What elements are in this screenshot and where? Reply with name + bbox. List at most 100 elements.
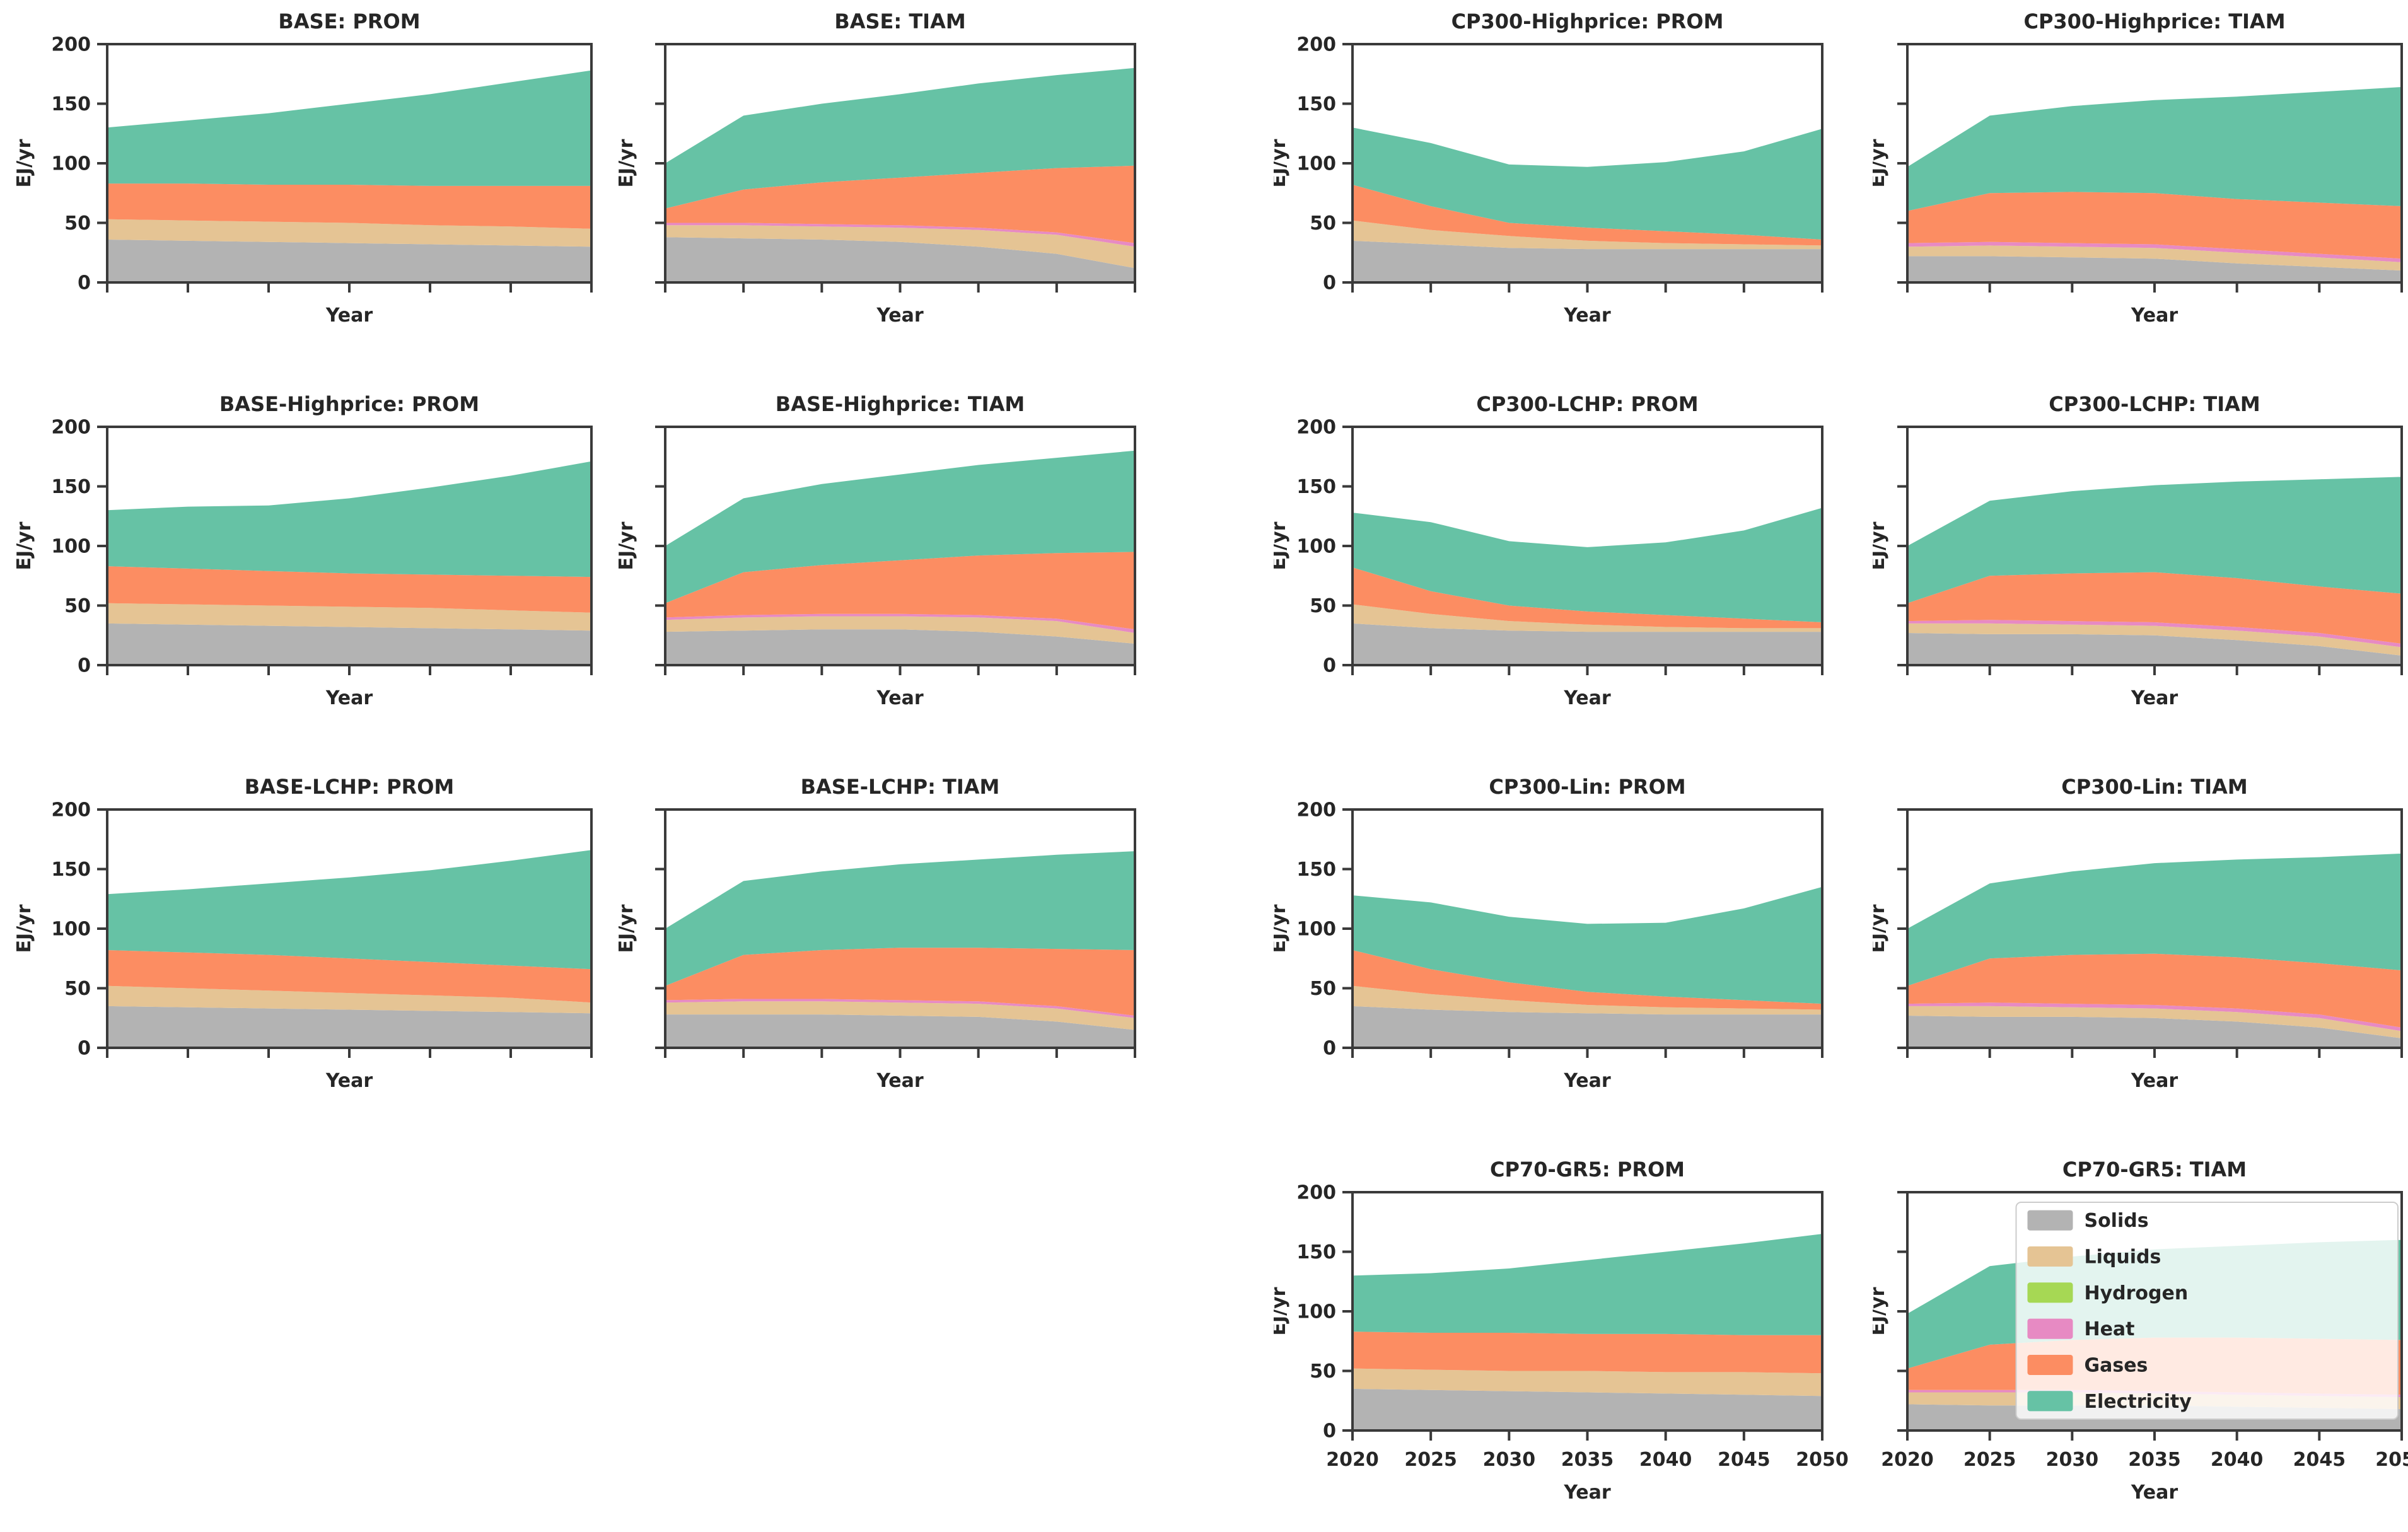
- chart-cell-base-lchp-tiam: BASE-LCHP: TIAM EJ/yr Year: [599, 765, 1198, 1148]
- x-tick-label: 2030: [1483, 1449, 1536, 1471]
- legend-label-heat: Heat: [2084, 1318, 2134, 1340]
- x-axis: [1351, 282, 1823, 293]
- x-axis-label: Year: [325, 305, 373, 327]
- y-axis: [655, 43, 665, 284]
- y-axis: [655, 426, 665, 666]
- x-axis: 2020 2025 2030 2035 2040 2045 2050: [1326, 1430, 1849, 1471]
- y-axis-label: EJ/yr: [1274, 1287, 1290, 1335]
- chart-title: BASE-LCHP: PROM: [245, 775, 455, 799]
- area-solids: [665, 629, 1135, 665]
- chart-cell-base-highprice-tiam: BASE-Highprice: TIAM EJ/yr Year: [599, 383, 1198, 765]
- chart-cell-cp300-lchp-tiam: CP300-LCHP: TIAM EJ/yr Year: [1867, 383, 2408, 765]
- x-axis-label: Year: [2131, 1482, 2178, 1504]
- legend: Solids Liquids Hydrogen Heat Gases Electricit…: [2015, 1202, 2399, 1420]
- x-tick-label: 2020: [1326, 1449, 1379, 1471]
- chart-cell-base-tiam: BASE: TIAM EJ/yr Year: [599, 0, 1198, 383]
- y-axis: 0 50 100 150 200: [1296, 34, 1352, 294]
- chart-title: BASE: TIAM: [834, 9, 965, 33]
- chart-title: CP300-Lin: PROM: [1489, 775, 1685, 799]
- legend-swatch-gases: [2027, 1354, 2073, 1376]
- area-heat: [1907, 1002, 2402, 1031]
- chart-cell-cp300-highprice-prom: 0 50 100 150 200 CP300-Highprice: PROM EJ/yr Ye…: [1268, 0, 1873, 383]
- y-tick-label: 50: [1310, 212, 1336, 235]
- x-tick-label: 2035: [1561, 1449, 1614, 1471]
- x-axis-label: Year: [2131, 305, 2178, 327]
- chart-base-lchp-prom: 0 50 100 150 200 BASE-LCHP: PROM EJ/yr Year: [13, 775, 593, 1092]
- area-liquids: [665, 1001, 1135, 1030]
- chart-title: CP70-GR5: TIAM: [2062, 1158, 2247, 1181]
- chart-cell-cp300-lchp-prom: 0 50 100 150 200 CP300-LCHP: PROM EJ/yr Year: [1268, 383, 1873, 765]
- x-axis-label: Year: [1563, 1070, 1611, 1092]
- chart-title: CP300-LCHP: PROM: [1476, 392, 1698, 416]
- area-solids: [665, 237, 1135, 282]
- y-tick-label: 100: [51, 536, 91, 558]
- y-axis: [1897, 43, 1907, 284]
- chart-cell-base-prom: 0 50 100 150 200 BASE: PROM EJ/yr Year: [0, 0, 599, 383]
- y-tick-label: 50: [1310, 1361, 1336, 1383]
- y-tick-label: 100: [1296, 1301, 1336, 1323]
- area-gases: [1907, 953, 2402, 1028]
- area-electricity: [1352, 886, 1822, 1004]
- area-gases: [107, 950, 591, 1003]
- area-gases: [1352, 185, 1822, 246]
- area-electricity: [1907, 477, 2402, 603]
- x-axis: [664, 282, 1136, 293]
- x-tick-label: 2050: [2375, 1449, 2408, 1471]
- chart-cell-cp300-lin-tiam: CP300-Lin: TIAM EJ/yr Year: [1867, 765, 2408, 1148]
- x-tick-label: 2030: [2046, 1449, 2099, 1471]
- chart-cp70-gr5-tiam: 2020 2025 2030 2035 2040 2045 2050 CP70-GR5: TI…: [1867, 1158, 2408, 1504]
- area-gases: [665, 948, 1135, 1016]
- chart-title: CP300-Highprice: TIAM: [2023, 9, 2285, 33]
- area-gases: [665, 552, 1135, 630]
- x-axis-label: Year: [325, 1070, 373, 1092]
- y-axis-label: EJ/yr: [1873, 521, 1889, 570]
- area-gases: [1352, 567, 1822, 629]
- area-solids: [1352, 1388, 1822, 1430]
- y-axis-label: EJ/yr: [615, 521, 637, 570]
- y-axis-label: EJ/yr: [1873, 904, 1889, 953]
- y-tick-label: 100: [51, 919, 91, 941]
- area-gases: [1907, 572, 2402, 644]
- area-electricity: [665, 67, 1135, 209]
- x-axis: [1906, 1048, 2403, 1058]
- y-tick-label: 0: [1323, 272, 1336, 294]
- chart-cp300-highprice-tiam: CP300-Highprice: TIAM EJ/yr Year: [1867, 9, 2403, 327]
- y-axis: [1897, 1191, 1907, 1432]
- area-gases: [1352, 950, 1822, 1010]
- x-axis-label: Year: [2131, 1070, 2178, 1092]
- y-tick-label: 200: [1296, 417, 1336, 439]
- legend-swatch-solids: [2027, 1210, 2073, 1231]
- y-axis: [1897, 808, 1907, 1049]
- legend-swatch-heat: [2027, 1318, 2073, 1339]
- area-electricity: [1907, 87, 2402, 211]
- area-electricity: [1352, 508, 1822, 622]
- area-liquids: [1352, 985, 1822, 1015]
- y-axis: [655, 808, 665, 1049]
- y-tick-label: 100: [1296, 919, 1336, 941]
- y-axis-label: EJ/yr: [615, 904, 637, 953]
- y-axis: 0 50 100 150 200: [51, 799, 107, 1060]
- y-tick-label: 50: [1310, 978, 1336, 1000]
- area-electricity: [665, 450, 1135, 603]
- area-heat: [1907, 620, 2402, 647]
- area-solids: [1352, 623, 1822, 665]
- area-solids: [1352, 1006, 1822, 1048]
- area-electricity: [1352, 127, 1822, 240]
- chart-cp70-gr5-prom: 0 50 100 150 200 2020 2025 2030 2035 2040 2045 2050…: [1268, 1158, 1849, 1504]
- area-heat: [665, 223, 1135, 247]
- chart-cell-base-highprice-prom: 0 50 100 150 200 BASE-Highprice: PROM EJ/yr Yea…: [0, 383, 599, 765]
- legend-label-hydrogen: Hydrogen: [2084, 1282, 2188, 1304]
- chart-title: BASE-Highprice: PROM: [219, 392, 479, 416]
- y-tick-label: 0: [1323, 655, 1336, 677]
- x-axis: [106, 282, 593, 293]
- y-tick-label: 150: [1296, 476, 1336, 498]
- area-heat: [1907, 241, 2402, 262]
- y-axis-label: EJ/yr: [1274, 139, 1290, 187]
- area-liquids: [107, 603, 591, 631]
- area-electricity: [1907, 853, 2402, 986]
- y-tick-label: 50: [1310, 595, 1336, 617]
- y-tick-label: 200: [51, 417, 91, 439]
- y-tick-label: 200: [1296, 799, 1336, 821]
- chart-title: CP70-GR5: PROM: [1490, 1158, 1685, 1181]
